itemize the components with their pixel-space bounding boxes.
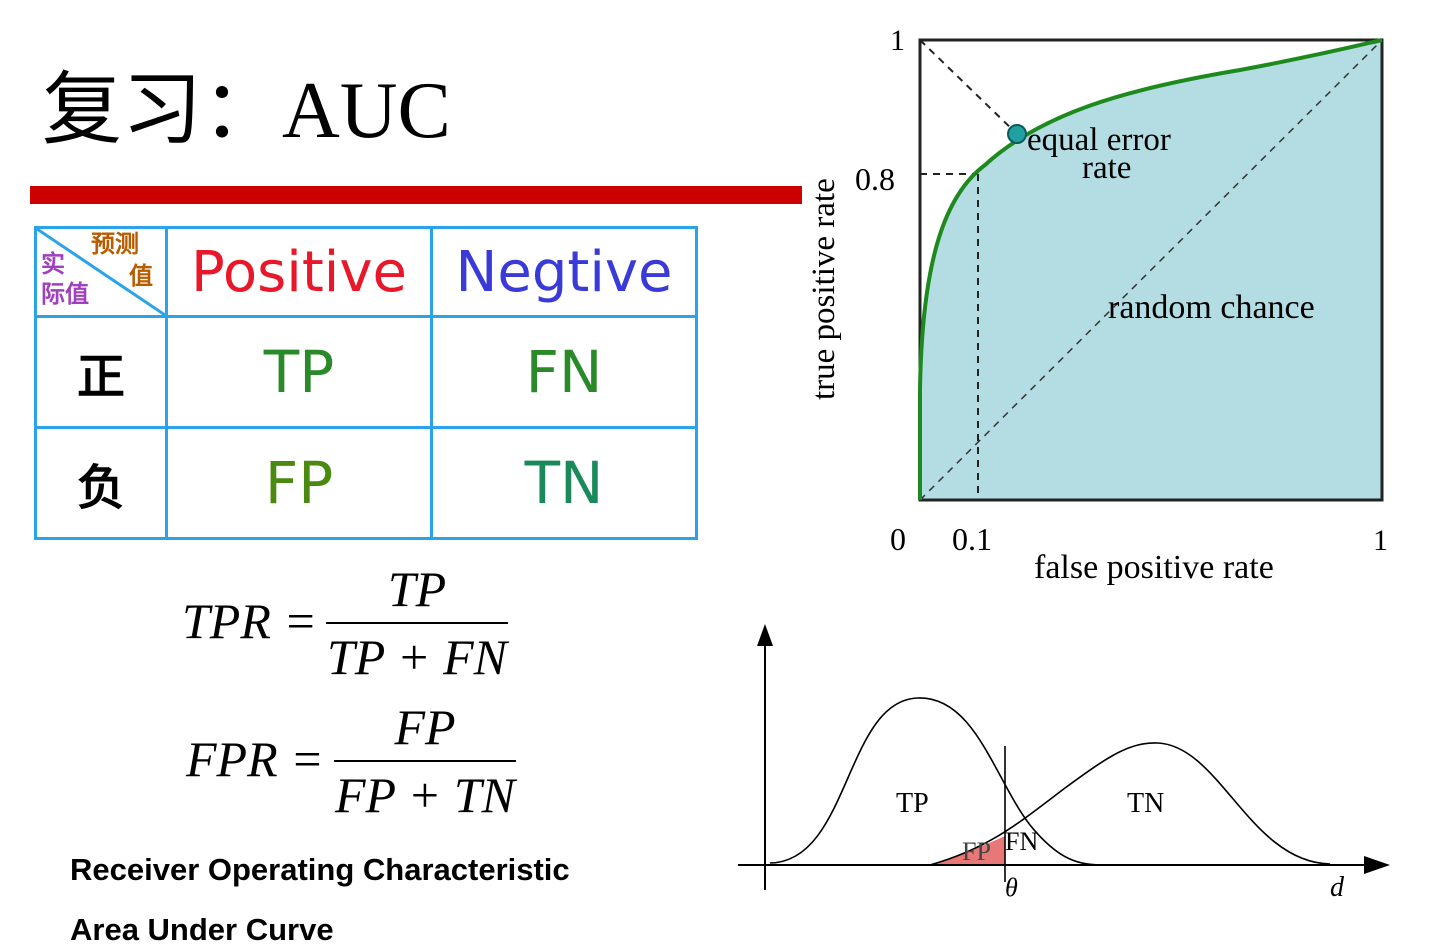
dist-label-fn: FN xyxy=(1005,827,1038,856)
dist-label-d: d xyxy=(1330,872,1345,903)
dist-y-arrow xyxy=(757,624,773,646)
title-prefix: 复习： xyxy=(42,63,282,156)
matrix-corner-cell: 预测 值 实 际值 xyxy=(34,226,168,318)
fpr-numerator: FP xyxy=(394,699,456,755)
eer-diagonal xyxy=(919,39,1018,135)
negative-distribution-curve xyxy=(929,742,1331,866)
caption-auc: Area Under Curve xyxy=(70,912,334,947)
row-header-negative: 负 xyxy=(34,426,168,540)
cell-fn: FN xyxy=(430,315,698,429)
page-title: 复习：AUC xyxy=(42,70,451,152)
eer-label-1: equal error xyxy=(1027,122,1171,158)
roc-ylabel: true positive rate xyxy=(806,178,842,400)
roc-chart: 1 0.8 0 0.1 1 equal error rate random ch… xyxy=(806,24,1388,586)
col-header-negative: Negtive xyxy=(430,226,698,318)
tick-y-08: 0.8 xyxy=(855,161,895,197)
roc-frame xyxy=(918,38,1384,502)
tick-x-01: 0.1 xyxy=(952,521,992,557)
roc-curve xyxy=(918,38,1383,500)
positive-distribution-curve xyxy=(769,697,1101,866)
tpr-fraction: TP TP + FN xyxy=(326,560,508,686)
fpr-fraction: FP FP + TN xyxy=(334,698,516,824)
tpr-denominator: TP + FN xyxy=(326,629,508,685)
distribution-chart: TP TN FP FN θ d xyxy=(738,624,1390,903)
tick-y-1: 1 xyxy=(890,24,905,57)
title-main: AUC xyxy=(282,67,451,155)
roc-xlabel: false positive rate xyxy=(1034,549,1274,586)
corner-actual-label: 实 xyxy=(41,250,65,278)
tpr-fraction-bar xyxy=(326,622,508,624)
dist-x-arrow xyxy=(1364,856,1390,874)
dist-label-tp: TP xyxy=(896,788,929,819)
fpr-lhs: FPR = xyxy=(186,731,324,787)
title-underline xyxy=(30,186,802,204)
corner-actual-label-2: 际值 xyxy=(41,280,89,308)
dist-label-theta: θ xyxy=(1005,873,1018,902)
eer-point xyxy=(1007,124,1027,144)
corner-diagonal xyxy=(38,230,164,314)
random-chance-diagonal xyxy=(919,39,1383,501)
eer-label-2: rate xyxy=(1082,150,1131,186)
tick-x-1: 1 xyxy=(1373,524,1388,557)
cell-tn: TN xyxy=(430,426,698,540)
dist-label-fp: FP xyxy=(962,837,991,866)
tpr-numerator: TP xyxy=(387,561,447,617)
cell-tp: TP xyxy=(165,315,433,429)
caption-roc: Receiver Operating Characteristic xyxy=(70,852,570,887)
col-header-positive: Positive xyxy=(165,226,433,318)
random-chance-label: random chance xyxy=(1108,289,1315,326)
tpr-lhs: TPR = xyxy=(182,593,318,649)
fp-area xyxy=(930,836,1005,865)
row-header-positive: 正 xyxy=(34,315,168,429)
dist-label-tn: TN xyxy=(1127,788,1164,819)
corner-predicted-label: 预测 xyxy=(91,230,139,258)
fpr-denominator: FP + TN xyxy=(334,767,516,823)
cell-fp: FP xyxy=(165,426,433,540)
corner-predicted-label-2: 值 xyxy=(129,262,153,290)
fpr-fraction-bar xyxy=(334,760,516,762)
tick-x-0: 0 xyxy=(890,521,906,557)
confusion-matrix: 预测 值 实 际值 Positive Negtive 正 TP FN 负 FP … xyxy=(34,226,698,540)
